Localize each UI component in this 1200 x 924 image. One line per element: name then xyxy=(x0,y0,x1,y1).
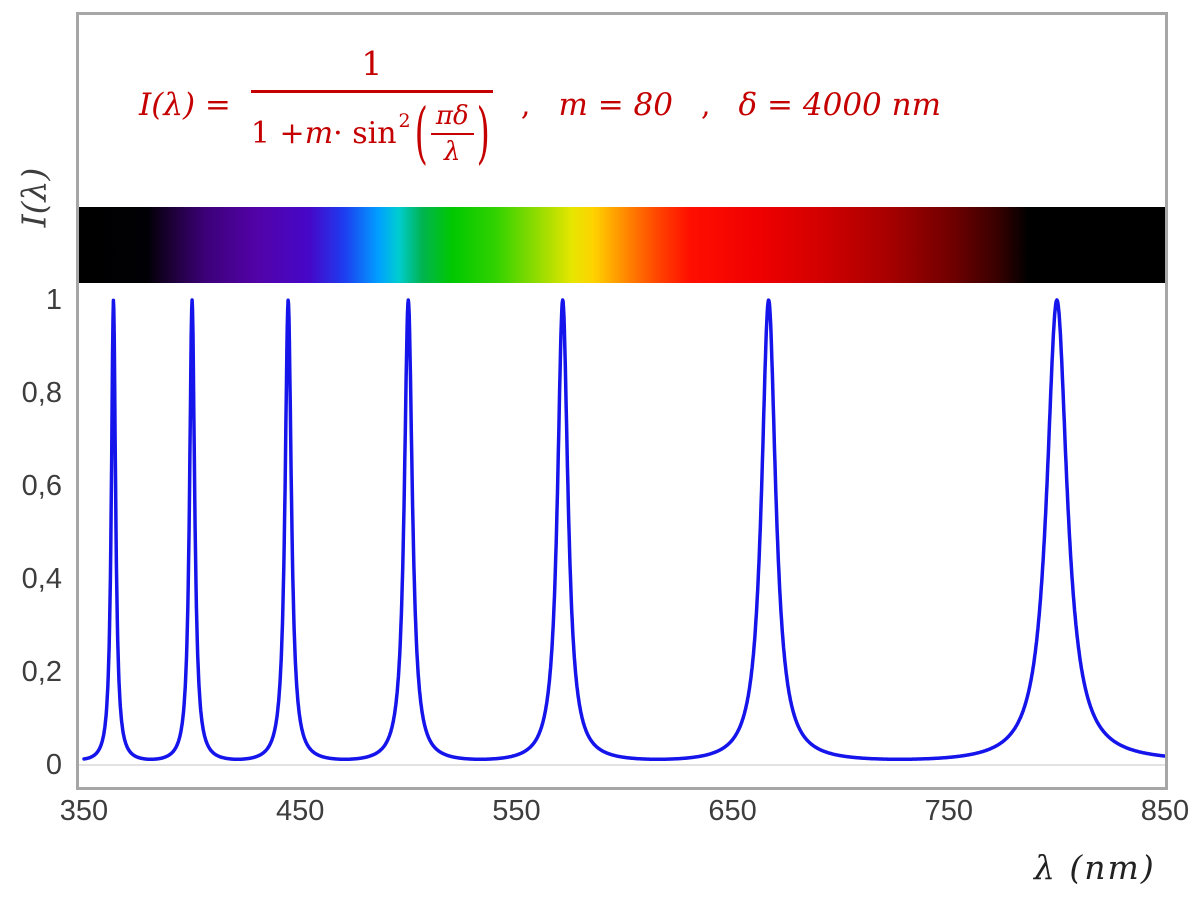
open-paren: ( xyxy=(414,94,428,173)
den-sin: · sin xyxy=(333,116,397,151)
x-tick-label: 550 xyxy=(492,795,541,827)
y-tick-label: 0,2 xyxy=(21,656,62,688)
separator-comma: , xyxy=(520,87,531,123)
spectrum-bar xyxy=(79,207,1165,283)
formula-denominator: 1 + m · sin 2 ( πδ λ ) xyxy=(250,93,493,173)
m-parameter: m = 80 xyxy=(558,87,673,123)
inner-fraction: πδ λ xyxy=(430,101,474,167)
x-tick-label: 750 xyxy=(924,795,973,827)
close-paren: ) xyxy=(476,94,490,173)
separator-comma: , xyxy=(700,87,711,123)
formula-fraction: 1 1 + m · sin 2 ( πδ λ ) xyxy=(250,43,493,173)
formula-lhs: I(λ) = xyxy=(139,87,231,123)
den-constant: 1 + xyxy=(250,116,305,151)
y-tick-label: 0 xyxy=(45,749,62,781)
x-tick-label: 650 xyxy=(708,795,757,827)
inner-numerator: πδ xyxy=(430,101,474,135)
delta-parameter: δ = 4000 nm xyxy=(738,87,941,123)
intensity-plot xyxy=(79,298,1165,766)
den-variable-m: m xyxy=(304,116,334,151)
chart-frame: I(λ) = 1 1 + m · sin 2 ( πδ λ ) , m = 80… xyxy=(76,12,1168,790)
formula-numerator: 1 xyxy=(361,43,383,83)
x-tick-label: 850 xyxy=(1140,795,1190,827)
y-tick-label: 1 xyxy=(45,284,62,316)
x-axis-title: λ (nm) xyxy=(1034,848,1156,887)
intensity-curve xyxy=(82,298,1165,762)
y-tick-label: 0,8 xyxy=(21,377,62,409)
y-tick-label: 0,6 xyxy=(21,470,62,502)
y-tick-label: 0,4 xyxy=(21,563,62,595)
y-axis-title: I(λ) xyxy=(14,167,54,228)
fraction-bar xyxy=(250,89,493,93)
formula: I(λ) = 1 1 + m · sin 2 ( πδ λ ) , m = 80… xyxy=(139,29,941,181)
x-tick-label: 350 xyxy=(59,795,109,827)
den-exponent: 2 xyxy=(398,109,411,132)
inner-denominator: λ xyxy=(444,136,461,167)
x-tick-label: 450 xyxy=(275,795,325,827)
